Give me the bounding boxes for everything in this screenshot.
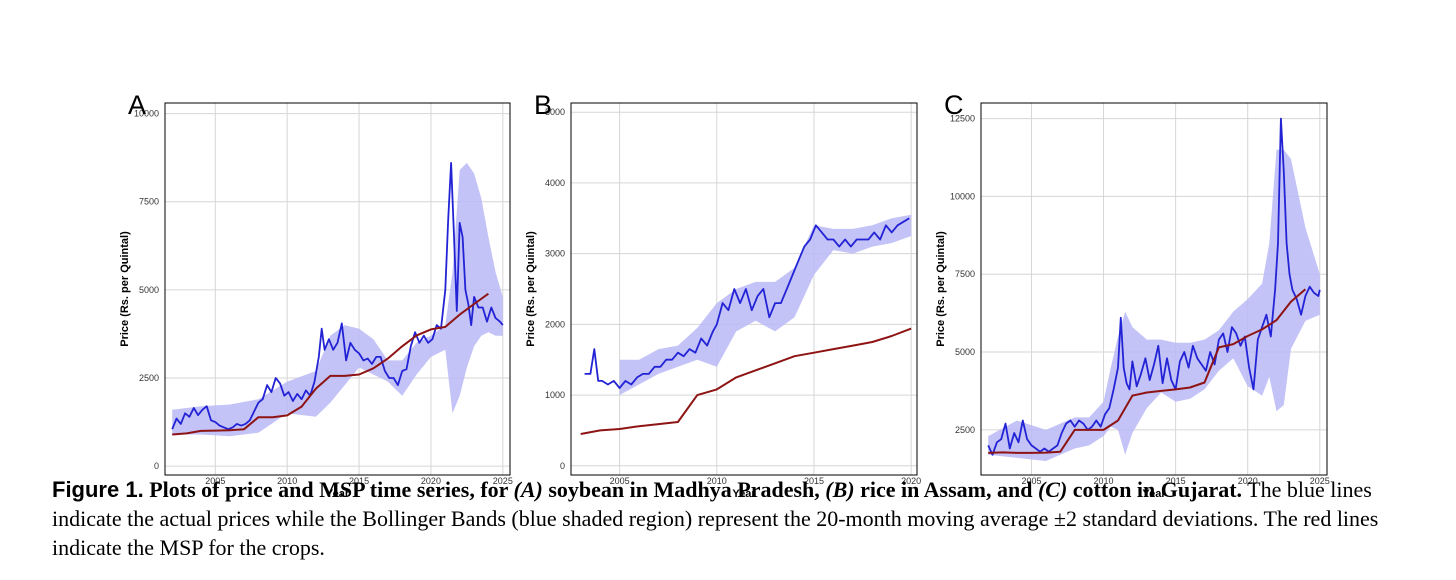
y-tick-label: 2000 [545, 319, 565, 329]
figure-number: Figure 1. [52, 477, 144, 502]
x-tick-label: 2015 [1166, 476, 1186, 486]
caption-title-part: (B) [825, 477, 855, 502]
x-tick-label: 2025 [493, 476, 513, 486]
y-tick-label: 5000 [139, 285, 159, 295]
y-tick-label: 4000 [545, 178, 565, 188]
msp-line [580, 327, 912, 435]
caption-body: The blue lines indicate the actual price… [52, 477, 1379, 560]
caption-title-part: cotton in Gujarat. [1067, 477, 1243, 502]
caption-title-part: (C) [1037, 477, 1068, 502]
bollinger-band [619, 214, 912, 396]
y-tick-label: 1000 [545, 390, 565, 400]
y-tick-label: 7500 [139, 197, 159, 207]
plot-frame [570, 102, 918, 476]
msp-line [988, 288, 1307, 454]
plot-frame [164, 102, 511, 476]
panel-letter: B [534, 90, 552, 120]
x-tick-label: 2010 [277, 476, 297, 486]
y-tick-label: 12500 [950, 114, 975, 124]
x-tick-label: 2020 [421, 476, 441, 486]
y-axis-title: Price (Rs. per Quintal) [935, 231, 947, 347]
x-tick-label: 2010 [1094, 476, 1114, 486]
x-tick-label: 2020 [1238, 476, 1258, 486]
x-tick-label: 2005 [610, 476, 630, 486]
caption-title-part: soybean in Madhya Pradesh, [542, 477, 826, 502]
figure-caption: Figure 1. Plots of price and MSP time se… [52, 475, 1412, 562]
caption-title-part: rice in Assam, and [854, 477, 1038, 502]
x-tick-label: 2015 [349, 476, 369, 486]
y-tick-label: 0 [154, 461, 159, 471]
x-tick-label: 2025 [1310, 476, 1330, 486]
x-tick-label: 2015 [804, 476, 824, 486]
price-line [987, 117, 1321, 456]
y-tick-label: 2500 [955, 425, 975, 435]
y-axis-title: Price (Rs. per Quintal) [119, 231, 131, 347]
y-axis-title: Price (Rs. per Quintal) [525, 231, 537, 347]
y-tick-label: 10000 [950, 191, 975, 201]
caption-title-part: (A) [513, 477, 543, 502]
panel-letter: C [944, 90, 964, 120]
y-tick-label: 2500 [139, 373, 159, 383]
price-line [584, 217, 910, 389]
msp-line [172, 292, 489, 436]
y-tick-label: 7500 [955, 269, 975, 279]
x-axis-title: Year [732, 488, 756, 500]
y-tick-label: 10000 [134, 109, 159, 119]
x-tick-label: 2005 [1021, 476, 1041, 486]
x-tick-label: 2005 [205, 476, 225, 486]
y-tick-label: 3000 [545, 249, 565, 259]
x-tick-label: 2010 [707, 476, 727, 486]
y-tick-label: 5000 [955, 347, 975, 357]
y-tick-label: 0 [560, 461, 565, 471]
chart-panel-b: 2005 2010 2015 2020 0 1000 2000 3000 4000 5000 Yea… [525, 90, 921, 500]
bollinger-band [172, 162, 503, 437]
caption-title-part: Plots of price and MSP time series, for [143, 477, 514, 502]
panel-letter: A [128, 90, 146, 120]
x-tick-label: 2020 [901, 476, 921, 486]
plot-frame [980, 102, 1328, 476]
price-line [171, 162, 504, 431]
chart-panel-a: 2005 2010 2015 2020 2025 0 2500 5000 7500 10000 Ye… [119, 90, 513, 500]
y-tick-label: 5000 [545, 107, 565, 117]
x-axis-title: Year [326, 488, 350, 500]
x-axis-title: Year [1142, 488, 1166, 500]
caption-title: Plots of price and MSP time series, for … [144, 477, 1242, 502]
chart-panel-c: 2005 2010 2015 2020 2025 2500 5000 7500 10000 125… [935, 90, 1330, 500]
